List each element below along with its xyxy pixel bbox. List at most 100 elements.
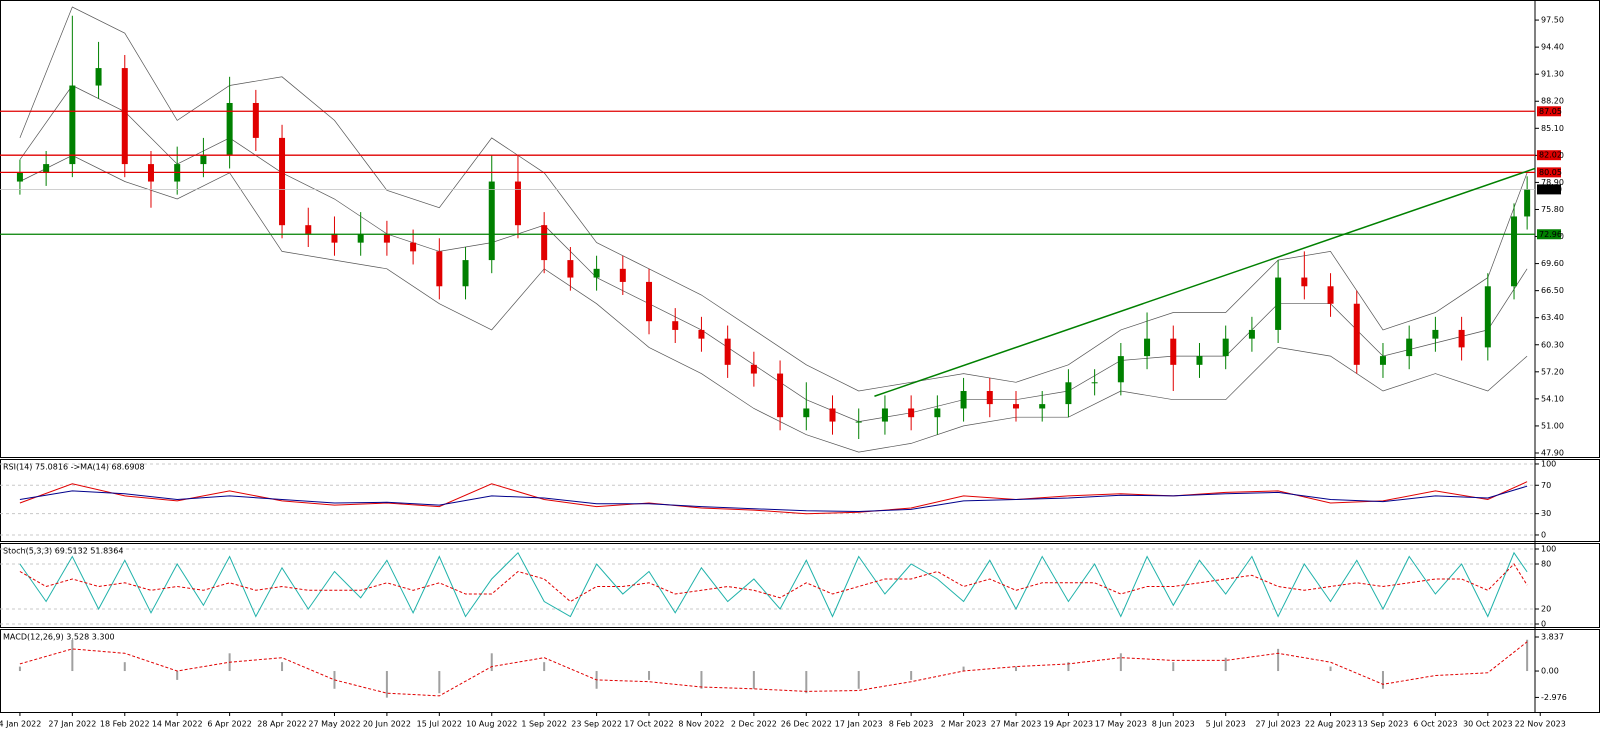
x-tick-label: 10 Aug 2022 <box>466 720 517 729</box>
level-label: 80.05 <box>1539 168 1562 177</box>
histogram-bar <box>805 671 808 694</box>
candle-body <box>1117 356 1124 383</box>
histogram-bar <box>543 662 546 672</box>
y-tick-label: -2.976 <box>1541 693 1567 702</box>
x-tick-label: 28 Apr 2022 <box>257 720 306 729</box>
x-tick-label: 6 Apr 2022 <box>207 720 251 729</box>
histogram-bar <box>648 671 651 680</box>
y-tick-label: 60.30 <box>1541 340 1564 349</box>
candle-body <box>1012 404 1019 409</box>
y-tick-label: 57.20 <box>1541 367 1564 376</box>
last-price-tag <box>1537 184 1561 195</box>
x-tick-label: 6 Oct 2023 <box>1413 720 1457 729</box>
last-price-label: 78.10 <box>1539 185 1562 194</box>
y-tick-label: 54.10 <box>1541 394 1564 403</box>
y-tick-label: 88.20 <box>1541 97 1564 106</box>
histogram-bar <box>700 671 703 689</box>
histogram-bar <box>123 662 126 672</box>
x-tick-label: 20 Jun 2022 <box>363 720 411 729</box>
candle-body <box>1039 404 1046 409</box>
indicator-line <box>19 563 1528 603</box>
x-tick-label: 22 Aug 2023 <box>1305 720 1356 729</box>
level-tag <box>1537 150 1561 161</box>
y-tick-label: 20 <box>1541 605 1551 614</box>
y-tick-label: 3.837 <box>1541 633 1564 642</box>
histogram-bar <box>1014 666 1017 672</box>
level-label: 72.96 <box>1539 230 1562 239</box>
x-tick-label: 14 Mar 2022 <box>152 720 203 729</box>
histogram-bar <box>490 653 493 672</box>
candle-body <box>121 68 128 165</box>
candle-body <box>43 164 50 173</box>
x-tick-label: 30 Oct 2023 <box>1463 720 1512 729</box>
candle-body <box>593 268 600 278</box>
panel-title: MACD(12,26,9) 3.528 3.300 <box>3 633 115 642</box>
candle-body <box>1091 382 1098 384</box>
candle-body <box>908 408 915 418</box>
candle-body <box>1432 329 1439 339</box>
x-tick-label: 4 Jan 2022 <box>0 720 41 729</box>
candle-body <box>855 421 862 423</box>
x-tick-label: 8 Nov 2022 <box>678 720 724 729</box>
x-tick-label: 27 Mar 2023 <box>991 720 1042 729</box>
panel-title: Stoch(5,3,3) 69.5132 51.8364 <box>3 547 123 556</box>
x-tick-label: 2 Dec 2022 <box>731 720 777 729</box>
histogram-bar <box>1119 653 1122 672</box>
candle-body <box>410 242 417 252</box>
histogram-bar <box>1381 671 1384 689</box>
candle-body <box>1301 277 1308 287</box>
y-tick-label: 94.40 <box>1541 43 1564 52</box>
candle-body <box>1196 356 1203 365</box>
indicator-line <box>19 485 1528 513</box>
histogram-bar <box>281 662 284 672</box>
candle-body <box>226 102 233 156</box>
histogram-bar <box>71 639 74 672</box>
candle-body <box>305 225 312 234</box>
indicator-line <box>19 551 1528 618</box>
x-tick-label: 22 Nov 2023 <box>1515 720 1566 729</box>
panel-title: RSI(14) 75.0816 ->MA(14) 68.6908 <box>3 463 145 472</box>
candle-body <box>383 233 390 243</box>
histogram-bar <box>1329 666 1332 672</box>
candle-body <box>514 181 521 226</box>
candle-body <box>803 408 810 418</box>
histogram-bar <box>1526 639 1529 672</box>
histogram-bar <box>18 666 21 672</box>
histogram-bar <box>1172 662 1175 672</box>
candle-body <box>1170 338 1177 365</box>
x-tick-label: 17 May 2023 <box>1095 720 1147 729</box>
x-tick-label: 26 Dec 2022 <box>781 720 832 729</box>
y-tick-label: 0 <box>1541 530 1546 539</box>
candle-body <box>829 408 836 422</box>
x-tick-label: 27 Jul 2023 <box>1255 720 1300 729</box>
x-tick-label: 18 Feb 2022 <box>100 720 150 729</box>
y-tick-label: 80 <box>1541 560 1551 569</box>
histogram-bar <box>1224 657 1227 672</box>
candle-body <box>200 155 207 165</box>
level-tag <box>1537 167 1561 178</box>
candle-body <box>1379 356 1386 365</box>
x-tick-label: 17 Jan 2023 <box>835 720 883 729</box>
y-tick-label: 51.00 <box>1541 421 1564 430</box>
x-tick-label: 8 Jun 2023 <box>1152 720 1195 729</box>
candle-body <box>1248 329 1255 339</box>
level-tag <box>1537 106 1561 117</box>
x-tick-label: 17 Oct 2022 <box>624 720 673 729</box>
candle-body <box>1065 382 1072 405</box>
candle-body <box>646 281 653 322</box>
candle-body <box>331 233 338 243</box>
candle-body <box>488 181 495 261</box>
candle-body <box>436 251 443 287</box>
candle-body <box>619 268 626 282</box>
x-tick-label: 27 May 2022 <box>308 720 360 729</box>
candle-body <box>1458 329 1465 348</box>
y-tick-label: 100 <box>1541 459 1556 468</box>
y-tick-label: 69.60 <box>1541 259 1564 268</box>
x-tick-label: 19 Apr 2023 <box>1044 720 1093 729</box>
y-tick-label: 66.50 <box>1541 286 1564 295</box>
trendline <box>874 167 1536 397</box>
bollinger-upper <box>19 6 1528 392</box>
candle-body <box>1511 216 1518 287</box>
